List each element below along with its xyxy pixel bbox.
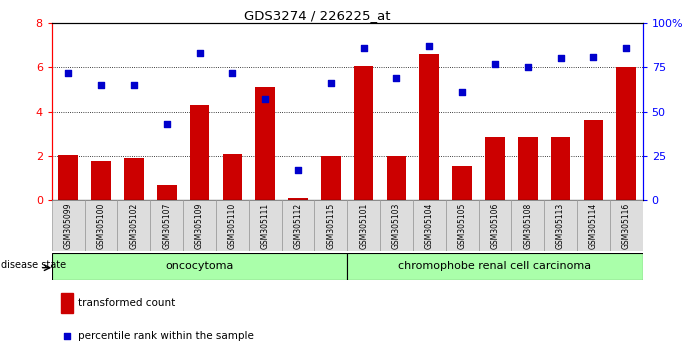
FancyBboxPatch shape: [446, 200, 478, 251]
Text: GSM305101: GSM305101: [359, 202, 368, 249]
FancyBboxPatch shape: [84, 200, 117, 251]
Point: [161, 121, 172, 127]
Text: GSM305109: GSM305109: [195, 202, 204, 249]
Text: GSM305108: GSM305108: [523, 202, 532, 249]
Text: disease state: disease state: [1, 260, 66, 270]
Point: [588, 54, 599, 59]
FancyBboxPatch shape: [478, 200, 511, 251]
Bar: [223, 154, 242, 200]
Bar: [91, 161, 111, 200]
Text: GSM305099: GSM305099: [64, 202, 73, 249]
Bar: [255, 87, 275, 200]
FancyBboxPatch shape: [347, 253, 643, 280]
Point: [424, 43, 435, 49]
Text: GSM305114: GSM305114: [589, 202, 598, 249]
Bar: [551, 137, 570, 200]
Bar: [189, 105, 209, 200]
Point: [63, 70, 74, 75]
Text: GSM305106: GSM305106: [491, 202, 500, 249]
Bar: [157, 184, 176, 200]
Point: [391, 75, 402, 81]
Bar: [518, 137, 538, 200]
Bar: [61, 293, 73, 314]
Bar: [485, 137, 504, 200]
Point: [358, 45, 369, 51]
Bar: [58, 155, 78, 200]
Point: [292, 167, 303, 173]
FancyBboxPatch shape: [380, 200, 413, 251]
Point: [325, 80, 337, 86]
Bar: [419, 54, 439, 200]
Text: oncocytoma: oncocytoma: [165, 261, 234, 272]
FancyBboxPatch shape: [249, 200, 281, 251]
FancyBboxPatch shape: [545, 200, 577, 251]
Text: GSM305107: GSM305107: [162, 202, 171, 249]
FancyBboxPatch shape: [52, 253, 347, 280]
Point: [489, 61, 500, 67]
Bar: [452, 166, 472, 200]
Text: transformed count: transformed count: [78, 298, 176, 308]
Point: [194, 50, 205, 56]
Text: GSM305113: GSM305113: [556, 202, 565, 249]
Point: [129, 82, 140, 88]
Text: percentile rank within the sample: percentile rank within the sample: [78, 331, 254, 341]
FancyBboxPatch shape: [281, 200, 314, 251]
Text: GSM305110: GSM305110: [228, 202, 237, 249]
Bar: [288, 198, 307, 200]
Text: GSM305100: GSM305100: [97, 202, 106, 249]
Title: GDS3274 / 226225_at: GDS3274 / 226225_at: [245, 9, 391, 22]
FancyBboxPatch shape: [52, 200, 84, 251]
Text: GSM305116: GSM305116: [622, 202, 631, 249]
Text: GSM305105: GSM305105: [457, 202, 466, 249]
Point: [227, 70, 238, 75]
FancyBboxPatch shape: [347, 200, 380, 251]
Bar: [616, 67, 636, 200]
Text: GSM305112: GSM305112: [294, 202, 303, 249]
Text: chromophobe renal cell carcinoma: chromophobe renal cell carcinoma: [399, 261, 591, 272]
FancyBboxPatch shape: [511, 200, 545, 251]
Bar: [386, 156, 406, 200]
Point: [621, 45, 632, 51]
Text: GSM305111: GSM305111: [261, 202, 269, 249]
FancyBboxPatch shape: [609, 200, 643, 251]
FancyBboxPatch shape: [216, 200, 249, 251]
Bar: [321, 156, 341, 200]
Text: GSM305115: GSM305115: [326, 202, 335, 249]
FancyBboxPatch shape: [117, 200, 150, 251]
FancyBboxPatch shape: [314, 200, 347, 251]
FancyBboxPatch shape: [183, 200, 216, 251]
Bar: [124, 158, 144, 200]
Point: [61, 333, 72, 338]
FancyBboxPatch shape: [577, 200, 609, 251]
Text: GSM305103: GSM305103: [392, 202, 401, 249]
Bar: [583, 120, 603, 200]
Text: GSM305104: GSM305104: [425, 202, 434, 249]
Point: [522, 64, 533, 70]
Text: GSM305102: GSM305102: [129, 202, 138, 249]
Point: [95, 82, 106, 88]
Point: [457, 89, 468, 95]
Bar: [354, 66, 373, 200]
FancyBboxPatch shape: [150, 200, 183, 251]
FancyBboxPatch shape: [413, 200, 446, 251]
Point: [260, 96, 271, 102]
Point: [555, 56, 566, 61]
